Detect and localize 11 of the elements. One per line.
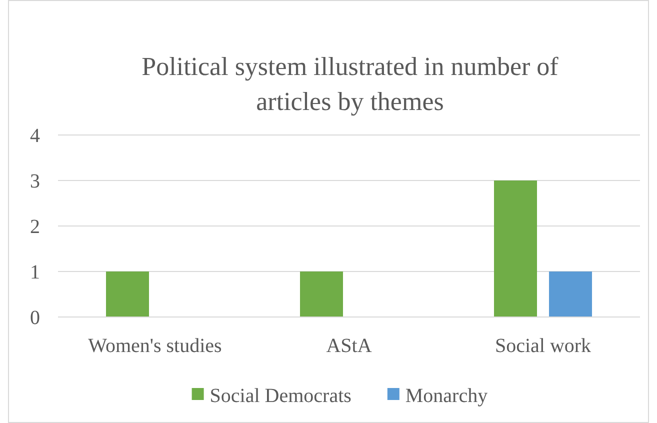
y-tick-label: 1 [30, 262, 40, 284]
y-tick-label: 0 [30, 307, 40, 329]
x-tick-label: Women's studies [88, 335, 222, 357]
y-tick-label: 4 [30, 125, 40, 147]
x-tick-label: AStA [326, 335, 372, 357]
x-tick-label: Social work [494, 335, 592, 357]
legend-label: Monarchy [405, 385, 488, 407]
y-tick-label: 2 [30, 216, 40, 238]
chart-title: Political system illustrated in number of articles by themes [142, 52, 559, 116]
legend-label: Social Democrats [210, 385, 352, 407]
y-tick-label: 3 [30, 170, 40, 192]
